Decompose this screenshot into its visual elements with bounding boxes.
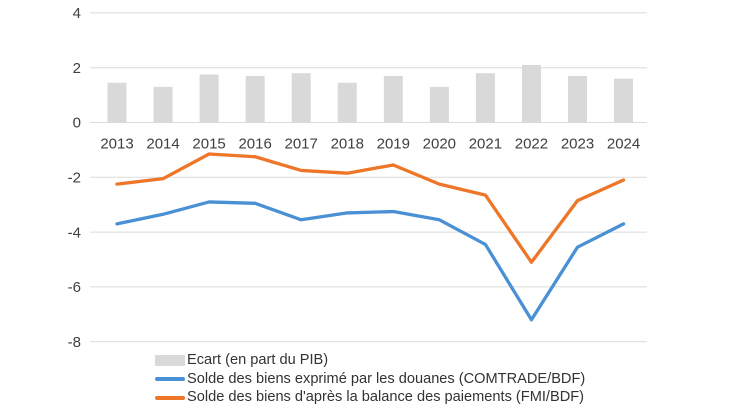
x-axis-tick-label: 2018	[331, 136, 364, 153]
x-axis-tick-label: 2013	[100, 136, 133, 153]
ecart-bar	[475, 73, 495, 123]
ecart-bar	[199, 74, 219, 123]
ecart-bar	[429, 86, 449, 123]
ecart-bar	[383, 75, 403, 123]
legend-swatch-balance-icon	[155, 395, 185, 400]
ecart-bar	[337, 82, 357, 123]
y-axis-tick-label: -2	[68, 170, 81, 187]
y-axis-tick-label: -8	[68, 334, 81, 351]
x-axis-tick-label: 2024	[607, 136, 640, 153]
x-axis-tick-label: 2017	[285, 136, 318, 153]
x-axis-tick-label: 2014	[146, 136, 179, 153]
y-axis-tick-label: 0	[73, 115, 81, 132]
x-axis-tick-label: 2022	[515, 136, 548, 153]
legend-label-ecart: Ecart (en part du PIB)	[187, 352, 329, 368]
ecart-bar	[521, 64, 541, 123]
y-axis-tick-label: -4	[68, 224, 81, 241]
x-axis-tick-label: 2015	[192, 136, 225, 153]
legend-swatch-douanes-icon	[155, 377, 185, 381]
legend-swatch-ecart-icon	[155, 355, 185, 366]
ecart-bar	[568, 75, 587, 123]
balance-line	[115, 152, 626, 264]
x-axis-tick-label: 2016	[238, 136, 271, 153]
x-axis-tick-label: 2023	[561, 136, 594, 153]
x-axis-tick-label: 2021	[469, 136, 502, 153]
ecart-bar	[614, 78, 634, 123]
y-axis-tick-label: -6	[68, 279, 81, 296]
legend-item-balance: Solde des biens d'après la balance des p…	[155, 388, 585, 407]
douanes-line	[115, 200, 626, 322]
ecart-bar	[153, 86, 173, 123]
legend-item-douanes: Solde des biens exprimé par les douanes …	[155, 370, 585, 389]
ecart-bar	[245, 75, 265, 123]
x-axis-tick-label: 2020	[423, 136, 456, 153]
ecart-bar	[107, 82, 127, 123]
y-axis-tick-label: 2	[73, 60, 81, 77]
legend: Ecart (en part du PIB) Solde des biens e…	[155, 351, 585, 407]
legend-label-douanes: Solde des biens exprimé par les douanes …	[187, 370, 586, 387]
x-axis-tick-label: 2019	[377, 136, 410, 153]
legend-item-ecart: Ecart (en part du PIB)	[155, 351, 585, 370]
ecart-bar	[291, 73, 311, 123]
y-axis-tick-label: 4	[73, 5, 81, 22]
legend-label-balance: Solde des biens d'après la balance des p…	[187, 389, 585, 406]
